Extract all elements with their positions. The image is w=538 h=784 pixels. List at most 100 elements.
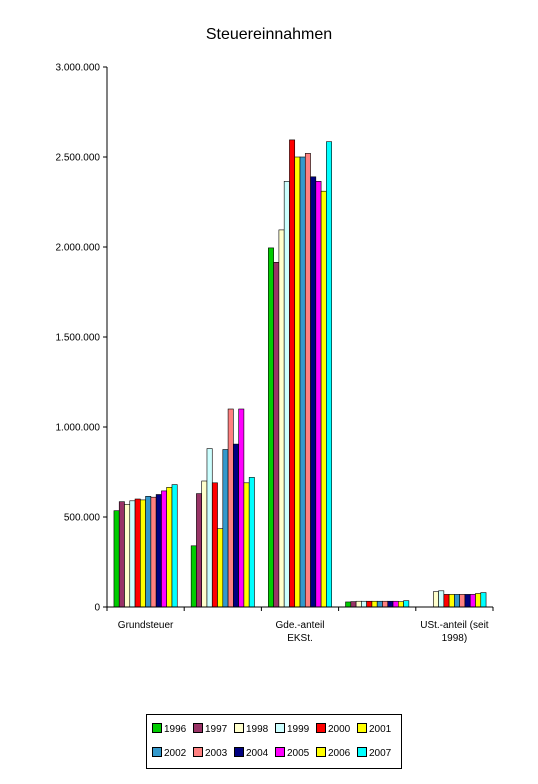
bar-1997-cat1 [196, 493, 202, 608]
bar-1999-cat0 [129, 500, 136, 608]
legend-item-1999: 1999 [275, 723, 309, 736]
legend-swatch [152, 747, 162, 757]
legend-item-1998: 1998 [234, 723, 268, 736]
bar-2001-cat0 [140, 499, 146, 608]
legend-swatch [152, 723, 162, 733]
legend-label: 1997 [205, 724, 228, 735]
legend-swatch [316, 747, 326, 757]
bar-2002-cat4 [454, 594, 460, 608]
legend-swatch [275, 723, 285, 733]
bar-2005-cat4 [469, 594, 476, 608]
bar-1997-cat0 [118, 501, 125, 608]
legend-swatch [234, 723, 244, 733]
legend-item-1997: 1997 [193, 723, 227, 736]
legend-label: 1999 [287, 724, 310, 735]
chart-legend: 1996 1997 1998 1999 2000 2001 2002 2003 2004 2005… [146, 714, 402, 769]
legend-label: 2007 [369, 748, 392, 759]
bar-2001-cat1 [217, 528, 224, 608]
x-category-label-0-0: Grundsteuer [118, 620, 174, 631]
bar-2000-cat3 [366, 600, 373, 608]
legend-label: 2002 [164, 748, 187, 759]
bar-2000-cat1 [211, 482, 218, 608]
legend-item-2003: 2003 [193, 747, 227, 760]
legend-item-1996: 1996 [152, 723, 186, 736]
bar-2004-cat1 [233, 443, 239, 608]
bar-2003-cat0 [150, 496, 157, 608]
bar-1998-cat1 [201, 480, 208, 608]
bar-2007-cat1 [248, 477, 255, 608]
bar-1998-cat3 [355, 600, 362, 608]
bar-2005-cat2 [315, 181, 322, 608]
bar-2005-cat3 [392, 600, 399, 608]
bar-1996-cat0 [113, 510, 120, 608]
bar-2007-cat0 [171, 484, 178, 608]
legend-swatch [316, 723, 326, 733]
bar-2004-cat4 [464, 594, 471, 608]
bar-1999-cat2 [283, 181, 290, 608]
legend-item-2002: 2002 [152, 747, 186, 760]
bar-2001-cat2 [294, 156, 301, 608]
x-category-label-4-0: USt.-anteil (seit [420, 620, 489, 631]
legend-label: 2001 [369, 724, 392, 735]
bar-2006-cat2 [320, 190, 327, 608]
legend-item-2007: 2007 [357, 747, 391, 760]
bar-1996-cat3 [345, 601, 352, 608]
bar-2005-cat0 [161, 490, 168, 608]
legend-label: 2006 [328, 748, 351, 759]
legend-label: 2004 [246, 748, 269, 759]
bar-2002-cat1 [222, 449, 229, 608]
legend-swatch [193, 723, 203, 733]
bar-1997-cat2 [273, 261, 280, 608]
bar-2006-cat4 [475, 593, 482, 608]
bar-2007-cat4 [480, 592, 487, 608]
bar-2004-cat3 [387, 600, 394, 608]
bar-2004-cat2 [310, 176, 317, 608]
legend-item-2004: 2004 [234, 747, 268, 760]
y-tick-label-6: 3.000.000 [56, 63, 101, 74]
y-tick-label-5: 2.500.000 [56, 153, 101, 164]
bar-2003-cat3 [382, 600, 389, 608]
x-category-label-2-1: EKSt. [287, 633, 313, 644]
y-tick-label-3: 1.500.000 [56, 333, 101, 344]
bar-1999-cat4 [438, 590, 445, 608]
bar-2005-cat1 [238, 408, 245, 608]
bar-1999-cat1 [206, 448, 213, 608]
legend-swatch [234, 747, 244, 757]
bar-2007-cat2 [326, 141, 332, 608]
bar-2007-cat3 [403, 600, 410, 608]
bar-2002-cat2 [299, 156, 306, 608]
bar-1996-cat2 [268, 247, 274, 608]
bar-2006-cat0 [166, 486, 173, 608]
bar-1998-cat4 [432, 591, 439, 608]
bar-1996-cat1 [190, 545, 197, 608]
bar-2000-cat2 [289, 139, 296, 608]
bar-2003-cat4 [459, 594, 466, 608]
x-category-label-2-0: Gde.-anteil [276, 620, 325, 631]
bar-2002-cat3 [376, 600, 383, 608]
bar-1998-cat0 [124, 504, 131, 608]
legend-item-2001: 2001 [357, 723, 391, 736]
legend-swatch [357, 747, 367, 757]
chart-title: Steuereinnahmen [205, 26, 333, 43]
legend-item-2000: 2000 [316, 723, 350, 736]
bar-2006-cat1 [243, 482, 250, 608]
legend-label: 2000 [328, 724, 351, 735]
bar-2001-cat3 [371, 600, 378, 608]
legend-item-2006: 2006 [316, 747, 350, 760]
legend-swatch [193, 747, 203, 757]
bar-1998-cat2 [278, 229, 285, 608]
legend-label: 1998 [246, 724, 269, 735]
bar-1997-cat3 [350, 601, 357, 608]
x-category-label-4-1: 1998) [442, 633, 468, 644]
legend-label: 1996 [164, 724, 187, 735]
bar-2006-cat3 [397, 601, 404, 608]
bar-2003-cat1 [227, 408, 234, 608]
y-tick-label-2: 1.000.000 [56, 423, 101, 434]
bar-2003-cat2 [304, 153, 311, 608]
bar-2001-cat4 [448, 594, 455, 608]
legend-label: 2003 [205, 748, 228, 759]
bar-2002-cat0 [145, 495, 152, 608]
bar-2000-cat4 [443, 594, 450, 608]
legend-swatch [357, 723, 367, 733]
